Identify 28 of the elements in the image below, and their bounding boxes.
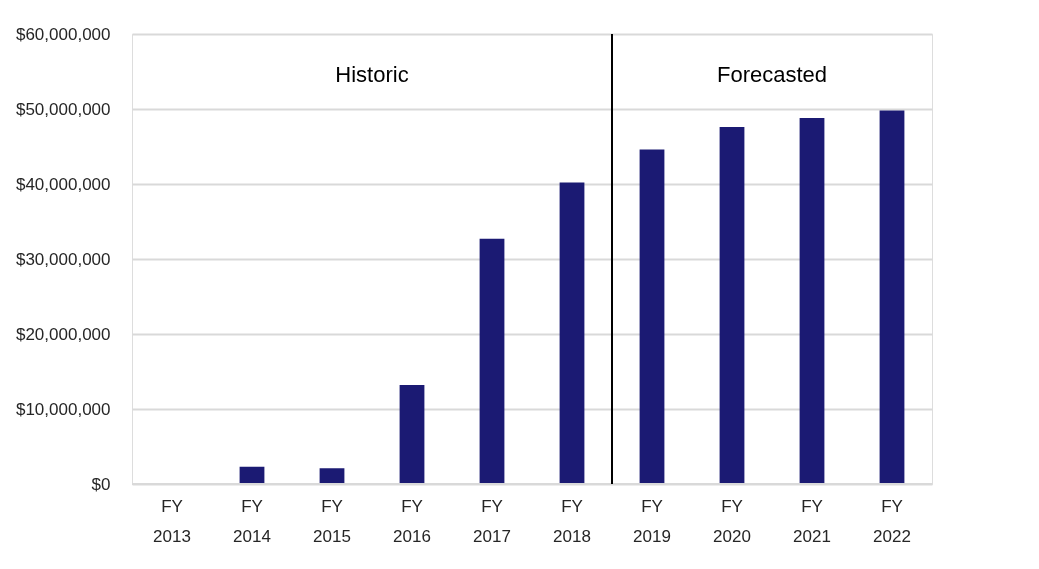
x-tick-label: FY 2014 bbox=[233, 496, 271, 546]
x-tick-label: FY 2016 bbox=[393, 496, 431, 546]
x-tick-label: FY 2015 bbox=[313, 496, 351, 546]
y-tick-label: $0 bbox=[91, 474, 111, 494]
bar bbox=[479, 238, 505, 484]
bar bbox=[799, 118, 825, 484]
y-tick-label: $10,000,000 bbox=[15, 399, 111, 419]
bar bbox=[239, 466, 265, 484]
x-tick-label: FY 2021 bbox=[793, 496, 831, 546]
x-tick-label: FY 2020 bbox=[713, 496, 751, 546]
y-tick-label: $50,000,000 bbox=[15, 99, 111, 119]
y-tick-label: $30,000,000 bbox=[15, 249, 111, 269]
x-tick-label: FY 2017 bbox=[473, 496, 511, 546]
annotation: Forecasted bbox=[716, 61, 828, 87]
x-tick-label: FY 2018 bbox=[553, 496, 591, 546]
annotation: Historic bbox=[335, 61, 409, 87]
bar bbox=[639, 149, 665, 484]
y-tick-label: $20,000,000 bbox=[15, 324, 111, 344]
x-tick-label: FY 2022 bbox=[873, 496, 911, 546]
bar bbox=[319, 468, 345, 484]
bar bbox=[559, 182, 585, 484]
bar bbox=[719, 127, 745, 484]
y-tick-label: $40,000,000 bbox=[15, 174, 111, 194]
x-tick-label: FY 2013 bbox=[153, 496, 191, 546]
x-tick-label: FY 2019 bbox=[633, 496, 671, 546]
bar bbox=[879, 110, 905, 484]
y-tick-label: $60,000,000 bbox=[15, 24, 111, 44]
bar bbox=[399, 385, 425, 484]
